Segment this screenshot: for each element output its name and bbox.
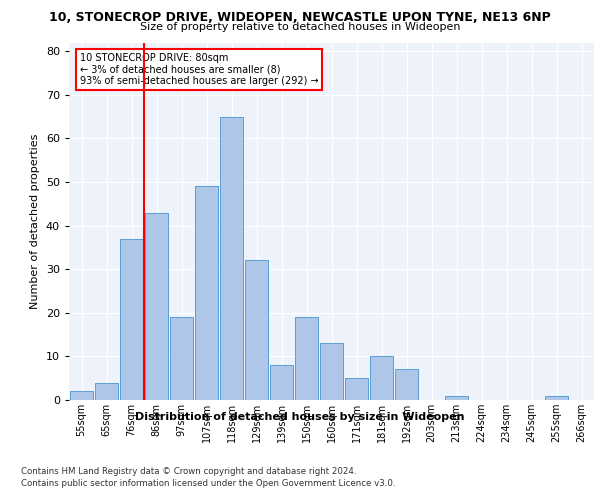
- Bar: [194, 186, 218, 400]
- Bar: [269, 365, 293, 400]
- Bar: [245, 260, 268, 400]
- Bar: [119, 238, 143, 400]
- Bar: [370, 356, 394, 400]
- Text: Contains HM Land Registry data © Crown copyright and database right 2024.: Contains HM Land Registry data © Crown c…: [21, 468, 356, 476]
- Bar: [70, 392, 94, 400]
- Text: Contains public sector information licensed under the Open Government Licence v3: Contains public sector information licen…: [21, 479, 395, 488]
- Bar: [145, 212, 169, 400]
- Bar: [545, 396, 568, 400]
- Y-axis label: Number of detached properties: Number of detached properties: [30, 134, 40, 309]
- Text: 10, STONECROP DRIVE, WIDEOPEN, NEWCASTLE UPON TYNE, NE13 6NP: 10, STONECROP DRIVE, WIDEOPEN, NEWCASTLE…: [49, 11, 551, 24]
- Text: 10 STONECROP DRIVE: 80sqm
← 3% of detached houses are smaller (8)
93% of semi-de: 10 STONECROP DRIVE: 80sqm ← 3% of detach…: [79, 53, 318, 86]
- Bar: [220, 116, 244, 400]
- Bar: [295, 317, 319, 400]
- Bar: [395, 370, 418, 400]
- Bar: [95, 382, 118, 400]
- Bar: [445, 396, 469, 400]
- Bar: [170, 317, 193, 400]
- Bar: [320, 344, 343, 400]
- Text: Distribution of detached houses by size in Wideopen: Distribution of detached houses by size …: [135, 412, 465, 422]
- Text: Size of property relative to detached houses in Wideopen: Size of property relative to detached ho…: [140, 22, 460, 32]
- Bar: [344, 378, 368, 400]
